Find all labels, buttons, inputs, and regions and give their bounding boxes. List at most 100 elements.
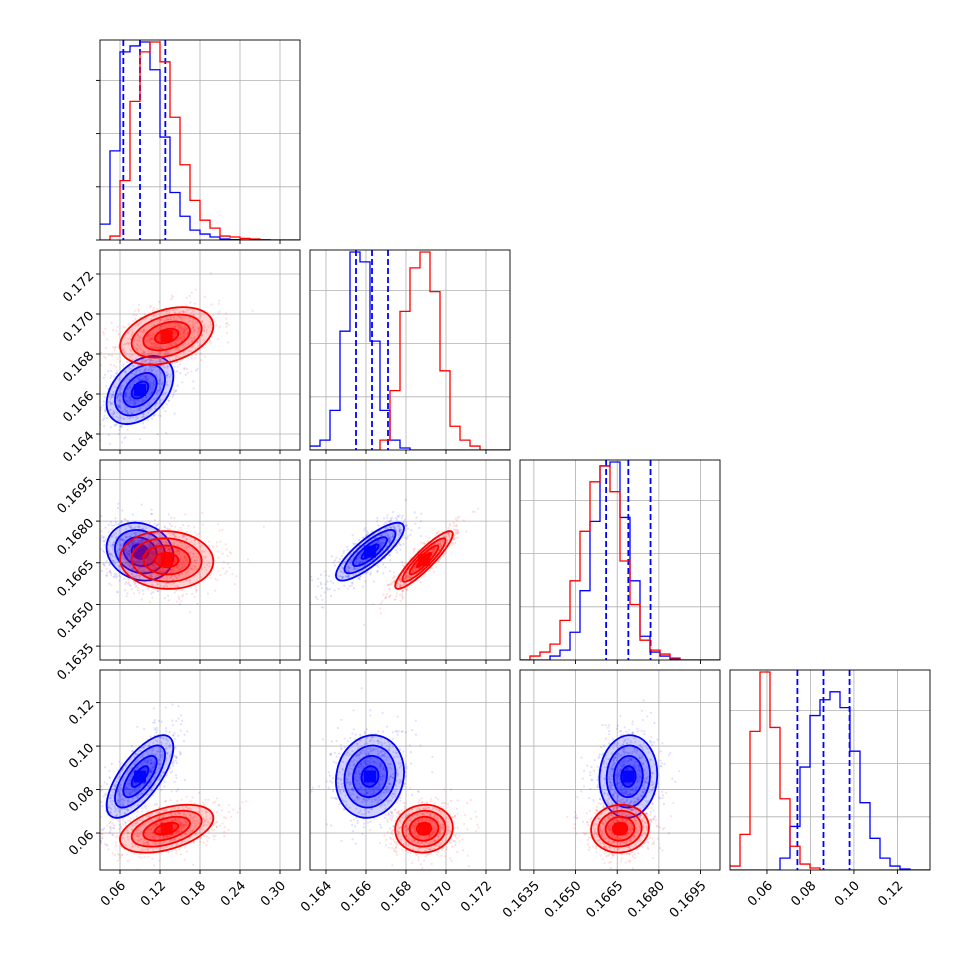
scatter-point — [454, 536, 457, 539]
scatter-point — [423, 575, 426, 578]
scatter-point — [156, 556, 160, 560]
scatter-point — [346, 574, 349, 578]
scatter-point — [148, 546, 151, 549]
scatter-point — [433, 543, 436, 546]
scatter-point — [363, 529, 366, 532]
scatter-point — [320, 594, 323, 597]
contour-line — [415, 551, 433, 569]
scatter-point — [147, 537, 150, 540]
scatter-point — [129, 526, 132, 529]
scatter-point — [138, 357, 141, 361]
histogram-series-0 — [520, 461, 720, 660]
scatter-point — [130, 572, 133, 575]
scatter-point — [187, 350, 191, 353]
scatter-point — [112, 329, 115, 332]
scatter-point — [164, 583, 167, 586]
scatter-point — [342, 549, 345, 553]
scatter-point — [382, 572, 385, 575]
scatter-point — [128, 793, 131, 796]
scatter-point — [138, 785, 141, 789]
scatter-point — [174, 356, 178, 359]
contour-line — [122, 372, 158, 408]
scatter-point — [177, 573, 180, 576]
scatter-point — [105, 574, 108, 577]
scatter-point — [93, 387, 95, 389]
scatter-point — [339, 570, 342, 573]
scatter-point — [394, 527, 397, 530]
scatter-point — [119, 538, 122, 541]
scatter-point — [428, 570, 431, 573]
scatter-point — [143, 788, 147, 791]
scatter-point — [170, 568, 173, 571]
contour-line — [130, 380, 150, 400]
scatter-point — [159, 555, 162, 558]
scatter-point — [457, 515, 461, 518]
scatter-point — [137, 308, 140, 311]
scatter-point — [138, 336, 141, 340]
scatter-point — [148, 545, 151, 549]
scatter-point — [344, 575, 347, 578]
scatter-point — [159, 550, 162, 553]
scatter-point — [157, 762, 160, 765]
scatter-point — [127, 578, 130, 581]
scatter-point — [142, 547, 145, 550]
scatter-point — [124, 350, 127, 353]
scatter-point — [118, 786, 121, 789]
scatter-point — [139, 335, 142, 338]
contour-line — [114, 363, 166, 417]
scatter-point — [156, 557, 159, 560]
scatter-point — [197, 532, 200, 535]
scatter-point — [156, 540, 159, 543]
scatter-point — [392, 533, 395, 536]
scatter-point — [169, 576, 172, 580]
scatter-point — [205, 568, 208, 571]
scatter-point — [125, 396, 128, 399]
scatter-point — [411, 570, 414, 573]
scatter-point — [148, 409, 151, 412]
scatter-point — [120, 416, 123, 419]
scatter-point — [412, 567, 415, 570]
scatter-point — [451, 543, 454, 547]
scatter-point — [186, 333, 189, 336]
scatter-point — [106, 556, 110, 559]
scatter-point — [153, 775, 156, 778]
scatter-point — [119, 425, 122, 428]
scatter-point — [149, 550, 152, 553]
scatter-point — [160, 775, 163, 778]
scatter-point — [138, 340, 141, 343]
scatter-point — [155, 574, 158, 577]
scatter-point — [94, 822, 96, 824]
scatter-point — [116, 395, 119, 398]
scatter-point — [218, 529, 221, 532]
scatter-point — [177, 564, 181, 567]
scatter-point — [437, 542, 440, 546]
scatter-point — [412, 548, 415, 551]
scatter-point — [380, 543, 384, 547]
scatter-point — [104, 373, 107, 376]
scatter-point — [432, 548, 435, 551]
scatter-point — [94, 586, 96, 588]
scatter-point — [148, 558, 151, 562]
scatter-point — [172, 559, 175, 562]
scatter-point — [132, 580, 135, 584]
scatter-point — [107, 803, 110, 806]
scatter-point — [351, 581, 354, 585]
scatter-point — [120, 387, 123, 390]
scatter-point — [141, 400, 144, 403]
scatter-point — [385, 544, 388, 547]
scatter-point — [154, 346, 157, 350]
scatter-point — [151, 553, 155, 556]
scatter-point — [128, 342, 131, 345]
scatter-point — [310, 575, 313, 578]
scatter-point — [178, 535, 181, 539]
scatter-point — [142, 370, 145, 373]
scatter-point — [192, 380, 195, 383]
scatter-point — [136, 560, 139, 563]
scatter-point — [162, 570, 165, 573]
scatter-point — [205, 330, 208, 333]
scatter-point — [126, 388, 129, 391]
scatter-point — [150, 552, 153, 555]
scatter-point — [111, 555, 114, 558]
scatter-point — [149, 544, 152, 548]
scatter-point — [136, 804, 139, 807]
